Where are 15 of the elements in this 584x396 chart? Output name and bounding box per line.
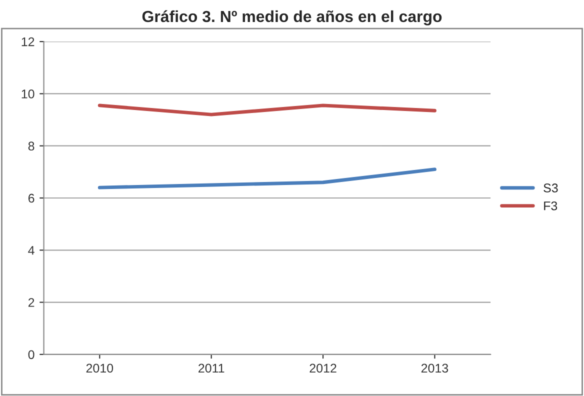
y-tick-label: 12 [22,37,34,46]
y-tick-label: 2 [28,298,34,307]
y-tick-label: 10 [22,90,34,98]
x-tick-label: 2010 [86,364,114,373]
chart-title: Gráfico 3. Nº medio de años en el cargo [142,10,442,26]
legend-label: S3 [544,184,558,192]
y-tick-label: 8 [28,142,34,151]
x-tick-label: 2013 [421,364,448,373]
y-tick-label: 4 [28,246,34,255]
x-tick-label: 2011 [198,364,224,373]
line-series [98,168,436,190]
legend-label: F3 [544,201,558,210]
x-tick-label: 2012 [310,364,336,373]
y-tick-label: 6 [28,194,34,203]
y-tick-label: 0 [28,350,34,360]
